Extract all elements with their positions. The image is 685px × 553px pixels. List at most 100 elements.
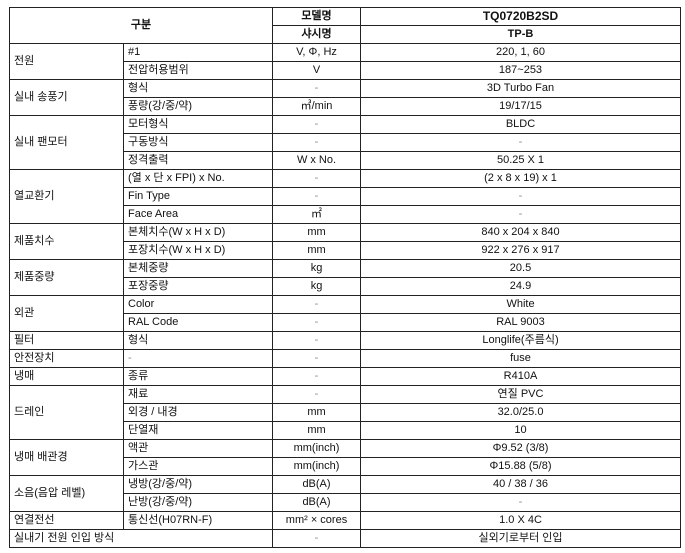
group-name: 실내 송풍기 [9, 79, 124, 116]
unit-cell: mm [272, 241, 361, 260]
table-row: 단열재 mm 10 [10, 421, 681, 440]
unit-cell: kg [272, 259, 361, 278]
value-cell: 40 / 38 / 36 [360, 475, 681, 494]
spec-table: 구분 모델명 TQ0720B2SD 샤시명 TP-B 전원 #1 V, Φ, Hz 2… [9, 7, 681, 548]
item-cell: 정격출력 [123, 151, 273, 170]
item-cell: 액관 [123, 439, 273, 458]
unit-cell: mm [272, 403, 361, 422]
value-cell: 20.5 [360, 259, 681, 278]
unit-cell: - [272, 331, 361, 350]
table-row: 포장중량 kg 24.9 [10, 277, 681, 296]
value-cell: - [360, 133, 681, 152]
unit-cell: - [272, 313, 361, 332]
group-name: 냉매 배관경 [9, 439, 124, 476]
item-cell: 냉방(강/중/약) [123, 475, 273, 494]
item-cell: 구동방식 [123, 133, 273, 152]
unit-cell: W x No. [272, 151, 361, 170]
value-cell: (2 x 8 x 19) x 1 [360, 169, 681, 188]
value-cell: 840 x 204 x 840 [360, 223, 681, 242]
unit-cell: - [272, 187, 361, 206]
table-row: 냉매 배관경 액관 mm(inch) Φ9.52 (3/8) [9, 439, 681, 476]
item-cell: 가스관 [123, 457, 273, 476]
unit-cell: mm(inch) [272, 439, 361, 458]
unit-cell: - [272, 349, 361, 368]
unit-cell: - [272, 79, 361, 98]
value-cell: 연질 PVC [360, 385, 681, 404]
unit-cell: - [272, 367, 361, 386]
item-cell: Fin Type [123, 187, 273, 206]
table-row: Face Area ㎡ - [10, 205, 681, 224]
table-row: 연결전선 통신선(H07RN-F) mm² × cores 1.0 X 4C [9, 511, 681, 530]
item-cell: 종류 [123, 367, 273, 386]
group-name: 외관 [9, 295, 124, 332]
table-row: 냉매 종류 - R410A [9, 367, 681, 386]
item-cell: 본체치수(W x H x D) [123, 223, 273, 242]
item-cell: Face Area [123, 205, 273, 224]
value-cell: - [360, 205, 681, 224]
group-name: 제품치수 [9, 223, 124, 260]
value-cell: 187~253 [360, 61, 681, 80]
unit-cell: mm [272, 223, 361, 242]
item-cell: 모터형식 [123, 115, 273, 134]
table-row: 열교환기 (열 x 단 x FPI) x No. - (2 x 8 x 19) x 1 [9, 169, 681, 224]
unit-cell: mm(inch) [272, 457, 361, 476]
item-cell: 통신선(H07RN-F) [123, 511, 273, 530]
item-cell: 형식 [123, 79, 273, 98]
unit-cell: mm [272, 421, 361, 440]
table-row: 안전장치 - - fuse [9, 349, 681, 368]
item-cell: 풍량(강/중/약) [123, 97, 273, 116]
item-cell: 포장중량 [123, 277, 273, 296]
table-row: 제품치수 본체치수(W x H x D) mm 840 x 204 x 840 [9, 223, 681, 260]
unit-cell: - [272, 529, 361, 548]
item-cell: 형식 [123, 331, 273, 350]
value-cell: 24.9 [360, 277, 681, 296]
group-name: 드레인 [9, 385, 124, 440]
table-row: 제품중량 본체중량 kg 20.5 [9, 259, 681, 296]
table-row: 외관 Color - White [9, 295, 681, 332]
table-row: 정격출력 W x No. 50.25 X 1 [10, 151, 681, 170]
table-row: 실내 송풍기 형식 -3D Turbo Fan [9, 79, 681, 116]
item-cell: 전압허용범위 [123, 61, 273, 80]
item-cell: #1 [123, 43, 273, 62]
chassis-label: 샤시명 [272, 25, 361, 44]
unit-cell: - [272, 385, 361, 404]
value-cell: Φ15.88 (5/8) [360, 457, 681, 476]
table-row: 소음(음압 레벨) 냉방(강/중/약) dB(A) 40 / 38 / 36 [9, 475, 681, 512]
header-row-model: 구분 모델명 TQ0720B2SD [9, 7, 681, 44]
unit-cell: V [272, 61, 361, 80]
value-cell: - [360, 187, 681, 206]
value-cell: fuse [360, 349, 681, 368]
unit-cell: kg [272, 277, 361, 296]
unit-cell: mm² × cores [272, 511, 361, 530]
group-name: 연결전선 [9, 511, 124, 530]
item-cell: 외경 / 내경 [123, 403, 273, 422]
value-cell: 10 [360, 421, 681, 440]
model-label: 모델명 [272, 7, 361, 26]
table-row: 전원 #1 V, Φ, Hz 220, 1, 60 [9, 43, 681, 80]
value-cell: BLDC [360, 115, 681, 134]
value-cell: R410A [360, 367, 681, 386]
group-name: 제품중량 [9, 259, 124, 296]
item-cell: 포장치수(W x H x D) [123, 241, 273, 260]
item-cell: 재료 [123, 385, 273, 404]
item-cell: (열 x 단 x FPI) x No. [123, 169, 273, 188]
value-cell: - [360, 493, 681, 512]
group-name: 열교환기 [9, 169, 124, 224]
group-name: 전원 [9, 43, 124, 80]
item-cell: 본체중량 [123, 259, 273, 278]
model-value: TQ0720B2SD [360, 7, 681, 26]
unit-cell: - [272, 115, 361, 134]
item-cell: - [123, 349, 273, 368]
value-cell: Φ9.52 (3/8) [360, 439, 681, 458]
unit-cell: - [272, 133, 361, 152]
unit-cell: ㎡ [272, 205, 361, 224]
unit-cell: V, Φ, Hz [272, 43, 361, 62]
unit-cell: dB(A) [272, 475, 361, 494]
group-name: 안전장치 [9, 349, 124, 368]
value-cell: 1.0 X 4C [360, 511, 681, 530]
value-cell: RAL 9003 [360, 313, 681, 332]
unit-cell: - [272, 295, 361, 314]
value-cell: 32.0/25.0 [360, 403, 681, 422]
value-cell: 실외기로부터 인입 [360, 529, 681, 548]
value-cell: Longlife(주름식) [360, 331, 681, 350]
